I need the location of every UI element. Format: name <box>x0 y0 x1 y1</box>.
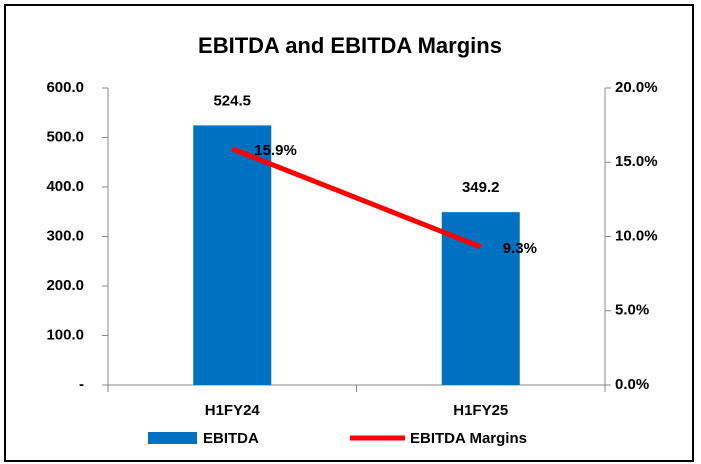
y-tick-label: 300.0 <box>46 227 84 244</box>
legend-swatch <box>148 432 197 444</box>
y-tick-label: - <box>79 376 84 393</box>
legend-label: EBITDA Margins <box>410 430 527 447</box>
legend-label: EBITDA <box>203 430 259 447</box>
y2-tick-label: 15.0% <box>615 153 658 170</box>
y2-tick-label: 5.0% <box>615 302 649 319</box>
chart-title: EBITDA and EBITDA Margins <box>198 33 502 58</box>
x-tick-label: H1FY24 <box>205 402 261 419</box>
bar-value-label: 524.5 <box>213 92 251 109</box>
y-tick-label: 600.0 <box>46 79 84 96</box>
y-tick-label: 100.0 <box>46 326 84 343</box>
y-tick-label: 200.0 <box>46 277 84 294</box>
y-tick-label: 500.0 <box>46 128 84 145</box>
line-value-label: 15.9% <box>254 142 297 159</box>
bar <box>193 125 272 385</box>
line <box>231 146 482 250</box>
y2-tick-label: 20.0% <box>615 79 658 96</box>
bar-value-label: 349.2 <box>462 179 500 196</box>
bar <box>441 212 520 385</box>
y-tick-label: 400.0 <box>46 178 84 195</box>
y2-tick-label: 0.0% <box>615 376 649 393</box>
x-tick-label: H1FY25 <box>453 402 508 419</box>
y2-tick-label: 10.0% <box>615 227 658 244</box>
line-value-label: 9.3% <box>503 240 537 257</box>
